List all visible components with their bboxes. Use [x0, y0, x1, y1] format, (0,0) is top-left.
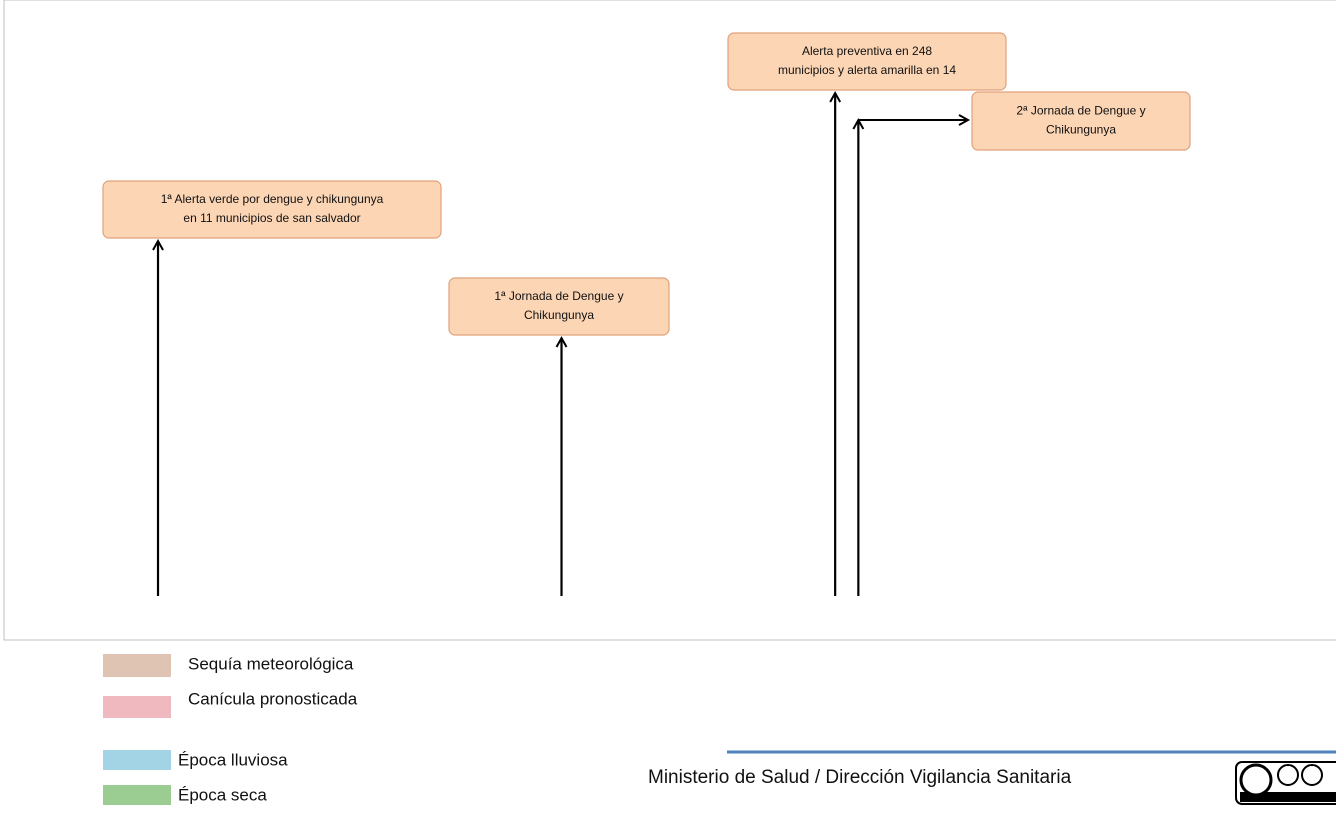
annotation: 2ª Jornada de Dengue y Chikungunya: [852, 91, 1191, 596]
arrow-head: [829, 90, 842, 103]
annotation-text: municipios y alerta amarilla en 14: [778, 63, 956, 77]
annotation-text: Chikungunya: [1046, 123, 1116, 137]
annotation-box: [971, 91, 1191, 151]
band-legend-swatch: [103, 785, 171, 805]
annotation: 1ª Jornada de Dengue y Chikungunya: [448, 277, 670, 596]
annotation: 1ª Alerta verde por dengue y chikungunya…: [102, 180, 442, 596]
annotation-box: [448, 277, 670, 336]
band-legend-label: Canícula pronosticada: [188, 689, 358, 708]
band-legend-label: Época seca: [178, 785, 267, 804]
annotation-text: en 11 municipios de san salvador: [183, 211, 360, 225]
annotation-text: Alerta preventiva en 248: [802, 44, 932, 58]
band-legend-label: Sequía meteorológica: [188, 654, 354, 673]
arrow-head: [152, 238, 164, 251]
annotation-box: [102, 180, 442, 239]
band-legend-swatch: [103, 750, 171, 770]
annotation-text: Chikungunya: [524, 308, 594, 322]
annotation: Alerta preventiva en 248 municipios y ale…: [727, 32, 1007, 596]
band-legend-swatch: [103, 696, 171, 718]
arrow-head: [555, 335, 568, 348]
footer-text: Ministerio de Salud / Dirección Vigilanc…: [648, 767, 1072, 788]
chart-frame: [3, 0, 1336, 641]
annotation-box: [727, 32, 1007, 91]
annotation-text: 1ª Jornada de Dengue y: [494, 289, 623, 303]
annotation-text: 1ª Alerta verde por dengue y chikungunya: [161, 192, 384, 206]
band-legend-label: Época lluviosa: [178, 750, 288, 769]
cc-logo: [1235, 761, 1336, 805]
band-legend-swatch: [103, 654, 171, 677]
annotation-text: 2ª Jornada de Dengue y: [1016, 104, 1145, 118]
arrow-head: [958, 114, 971, 126]
